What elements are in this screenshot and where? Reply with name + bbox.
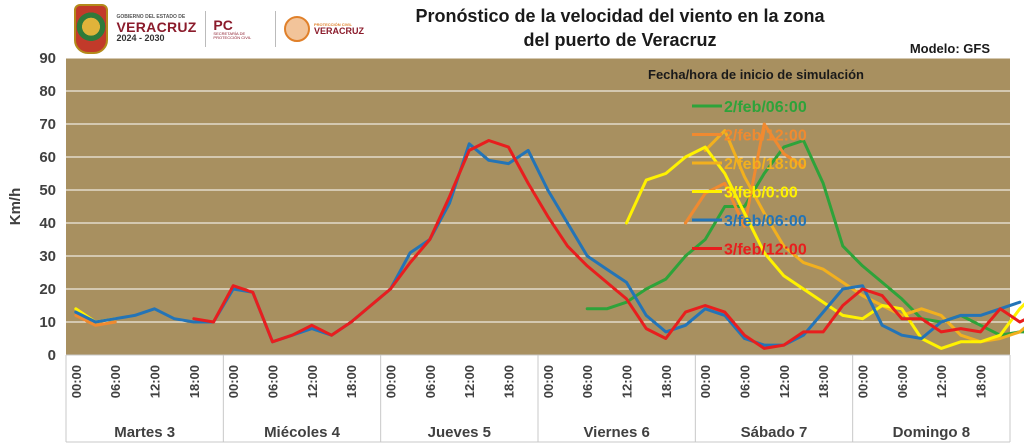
x-tick-label: 06:00 xyxy=(895,365,910,398)
day-label: Martes 3 xyxy=(114,424,175,441)
y-tick-label: 90 xyxy=(39,50,56,67)
x-tick-label: 12:00 xyxy=(462,365,477,398)
logo-pcv-name: VERACRUZ xyxy=(313,25,364,36)
y-tick-label: 80 xyxy=(39,83,56,100)
y-tick-label: 20 xyxy=(39,281,56,298)
series-line xyxy=(192,139,1024,350)
veracruz-government-logo: GOBIERNO DEL ESTADO DE VERACRUZ 2024 - 2… xyxy=(116,15,196,43)
logo-pcv-small: PROTECCIÓN CIVIL xyxy=(313,21,352,27)
state-seal-logo xyxy=(74,4,109,54)
proteccion-civil-icon xyxy=(283,16,310,42)
logo-strip: GOBIERNO DEL ESTADO DE VERACRUZ 2024 - 2… xyxy=(74,4,364,54)
x-tick-label: 18:00 xyxy=(502,365,517,398)
y-tick-label: 30 xyxy=(39,248,56,265)
x-tick-label: 18:00 xyxy=(187,365,202,398)
series-line xyxy=(74,122,805,327)
model-label: Modelo: GFS xyxy=(909,41,990,56)
logo-pc-text: PC xyxy=(213,17,233,33)
x-tick-label: 00:00 xyxy=(856,365,871,398)
logo-gov-years: 2024 - 2030 xyxy=(116,33,165,43)
x-tick-label: 18:00 xyxy=(816,365,831,398)
y-tick-label: 10 xyxy=(39,314,56,331)
y-tick-label: 60 xyxy=(39,149,56,166)
x-tick-label: 06:00 xyxy=(266,365,281,398)
logo-gov-small-text: GOBIERNO DEL ESTADO DE xyxy=(116,14,186,20)
x-tick-label: 00:00 xyxy=(541,365,556,398)
chart-title-line1: Pronóstico de la velocidad del viento en… xyxy=(415,6,825,26)
legend-entry: 2/feb/06:00 xyxy=(724,99,807,116)
day-label: Domingo 8 xyxy=(893,424,971,441)
legend-entry: 2/feb/12:00 xyxy=(724,128,807,145)
legend-entry: 3/feb/06:00 xyxy=(724,213,807,230)
x-tick-label: 12:00 xyxy=(934,365,949,398)
day-label: Jueves 5 xyxy=(428,424,491,441)
day-label: Sábado 7 xyxy=(741,424,808,441)
x-tick-label: 12:00 xyxy=(148,365,163,398)
logo-divider xyxy=(275,11,276,47)
logo-pc-sub: SECRETARÍA DE PROTECCIÓN CIVIL xyxy=(213,31,252,40)
proteccion-civil-logo: PROTECCIÓN CIVIL VERACRUZ xyxy=(283,16,364,42)
x-tick-label: 12:00 xyxy=(777,365,792,398)
x-tick-label: 06:00 xyxy=(423,365,438,398)
x-tick-label: 18:00 xyxy=(344,365,359,398)
x-tick-label: 00:00 xyxy=(226,365,241,398)
chart-title: Pronóstico de la velocidad del viento en… xyxy=(380,4,860,52)
day-label: Viernes 6 xyxy=(583,424,649,441)
y-tick-label: 0 xyxy=(48,347,56,364)
day-label: Miécoles 4 xyxy=(264,424,341,441)
x-tick-label: 18:00 xyxy=(659,365,674,398)
y-tick-label: 50 xyxy=(39,182,56,199)
logo-gov-name: VERACRUZ xyxy=(116,19,197,35)
legend-entry: 3/feb/0:00 xyxy=(724,185,798,202)
x-tick-label: 12:00 xyxy=(620,365,635,398)
x-tick-label: 12:00 xyxy=(305,365,320,398)
x-tick-label: 06:00 xyxy=(580,365,595,398)
series-line xyxy=(703,129,1024,344)
logo-divider xyxy=(204,11,206,47)
x-tick-label: 00:00 xyxy=(384,365,399,398)
series-line xyxy=(74,142,1022,347)
y-tick-label: 40 xyxy=(39,215,56,232)
legend-title: Fecha/hora de inicio de simulación xyxy=(648,67,864,82)
legend-entry: 3/feb/12:00 xyxy=(724,242,807,259)
x-tick-label: 06:00 xyxy=(108,365,123,398)
x-tick-label: 18:00 xyxy=(974,365,989,398)
y-axis-label: Km/h xyxy=(7,188,24,226)
chart-title-line2: del puerto de Veracruz xyxy=(523,30,717,50)
x-tick-label: 06:00 xyxy=(738,365,753,398)
y-tick-label: 70 xyxy=(39,116,56,133)
legend-entry: 2/feb/18:00 xyxy=(724,156,807,173)
x-tick-label: 00:00 xyxy=(698,365,713,398)
x-tick-label: 00:00 xyxy=(69,365,84,398)
plot-area xyxy=(66,58,1010,355)
pc-logo: PC SECRETARÍA DE PROTECCIÓN CIVIL xyxy=(213,18,267,40)
